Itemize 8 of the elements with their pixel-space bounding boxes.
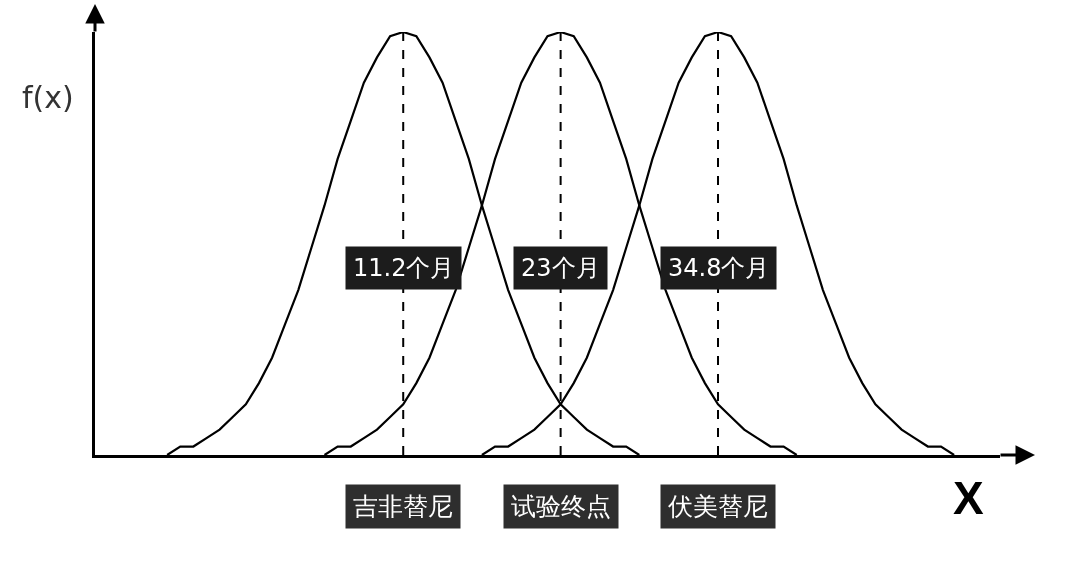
ref-line-label: 23个月	[521, 254, 600, 282]
ref-line-label: 34.8个月	[668, 254, 770, 282]
x-axis-title: X	[953, 472, 984, 524]
ref-line-label: 11.2个月	[353, 254, 455, 282]
x-tick-label: 吉非替尼	[353, 492, 453, 521]
x-tick-label: 伏美替尼	[668, 492, 768, 521]
y-axis-title: f(x)	[22, 80, 74, 115]
x-tick-label: 试验终点	[511, 492, 611, 521]
